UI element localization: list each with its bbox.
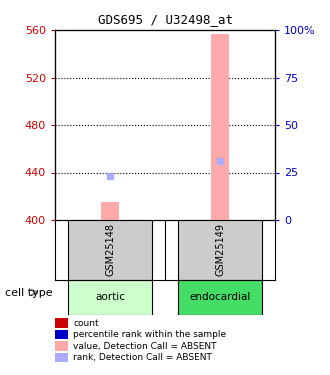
FancyBboxPatch shape	[68, 280, 152, 315]
Bar	[211, 34, 229, 220]
Bar	[101, 202, 119, 220]
Text: GSM25149: GSM25149	[215, 224, 225, 276]
FancyBboxPatch shape	[178, 220, 262, 280]
Text: cell type: cell type	[5, 288, 52, 297]
Text: aortic: aortic	[95, 292, 125, 303]
FancyBboxPatch shape	[68, 220, 152, 280]
Text: GDS695 / U32498_at: GDS695 / U32498_at	[97, 13, 233, 26]
Text: count: count	[73, 318, 99, 327]
FancyBboxPatch shape	[178, 280, 262, 315]
Text: rank, Detection Call = ABSENT: rank, Detection Call = ABSENT	[73, 353, 212, 362]
Text: GSM25148: GSM25148	[105, 224, 115, 276]
Text: endocardial: endocardial	[189, 292, 251, 303]
Text: percentile rank within the sample: percentile rank within the sample	[73, 330, 226, 339]
Text: value, Detection Call = ABSENT: value, Detection Call = ABSENT	[73, 342, 217, 351]
